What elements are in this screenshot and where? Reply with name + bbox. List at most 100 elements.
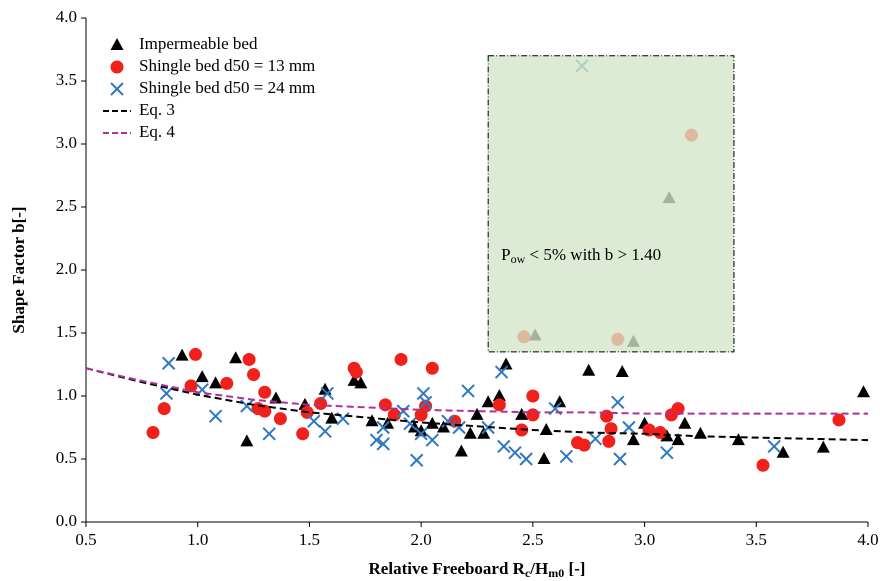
triangle-point [365, 414, 379, 427]
circle-point [425, 361, 439, 375]
legend-label: Impermeable bed [139, 34, 258, 53]
y-axis-label: Shape Factor b[-] [9, 206, 28, 333]
circle-point [604, 422, 618, 436]
y-tick-label: 0.0 [56, 511, 77, 530]
cross-point [307, 414, 321, 428]
cross-point [396, 404, 410, 418]
cross-point [611, 395, 625, 410]
cross-point [767, 439, 781, 454]
triangle-point [354, 376, 368, 389]
cross-point [613, 452, 627, 466]
triangle-point [537, 452, 551, 464]
cross-point [320, 386, 335, 401]
equation-line [85, 367, 869, 442]
triangle-point [229, 351, 243, 364]
cross-point [494, 365, 509, 379]
triangle-point [240, 434, 254, 447]
y-tick-label: 3.0 [56, 133, 77, 152]
cross-point [369, 433, 384, 447]
circle-point [296, 427, 310, 441]
triangle-point [671, 433, 685, 446]
cross-point [622, 420, 636, 435]
circle-point [756, 458, 770, 472]
x-tick-label: 2.5 [522, 530, 543, 549]
triangle-point [318, 382, 332, 395]
circle-point [492, 398, 506, 412]
triangle-point [175, 348, 189, 361]
circle-point [349, 365, 363, 379]
circle-point [600, 409, 614, 423]
circle-point [146, 426, 160, 440]
x-tick-label: 3.0 [634, 530, 655, 549]
annotation-part: ow [511, 252, 526, 266]
x-label-part: [-] [564, 559, 585, 578]
x-tick-label: 2.0 [411, 530, 432, 549]
circle-point [378, 398, 392, 412]
circle-point [526, 389, 540, 403]
x-label-sub: c [525, 566, 531, 580]
triangle-point [816, 440, 830, 453]
cross-point [409, 453, 424, 467]
circle-point [273, 412, 287, 426]
triangle-point [539, 423, 553, 436]
cross-point [161, 356, 176, 370]
circle-point [671, 402, 685, 416]
y-tick-label: 2.0 [56, 259, 77, 278]
x-label-part: Relative Freeboard R [369, 559, 526, 578]
cross-point [452, 420, 466, 435]
circle-point [242, 352, 256, 366]
triangle-point [678, 416, 692, 429]
cross-point [519, 452, 533, 466]
triangle-point [195, 370, 209, 383]
triangle-point [776, 445, 790, 458]
highlight-box [487, 55, 735, 353]
legend-label: Eq. 3 [139, 100, 175, 119]
legend-label: Eq. 4 [139, 122, 175, 141]
triangle-point [463, 426, 477, 439]
circle-point [157, 402, 171, 416]
y-tick-label: 1.5 [56, 322, 77, 341]
cross-point [208, 409, 223, 423]
cross-point [660, 445, 674, 460]
triangle-point [515, 407, 529, 420]
annotation: Pow < 5% with b > 1.40 [501, 245, 661, 266]
circle-point [653, 426, 667, 440]
legend-label: Shingle bed d50 = 24 mm [139, 78, 315, 97]
cross-point [559, 449, 574, 464]
annotation-part: < 5% with b > 1.40 [525, 245, 661, 264]
triangle-point [582, 363, 596, 376]
cross-point [461, 384, 475, 398]
y-tick-label: 1.0 [56, 385, 77, 404]
legend-marker [110, 82, 124, 96]
circle-point [220, 376, 234, 390]
triangle-point [209, 376, 223, 389]
triangle-point [615, 365, 629, 378]
y-tick-label: 2.5 [56, 196, 77, 215]
cross-point [416, 386, 431, 401]
circle-point [188, 347, 202, 361]
circle-point [526, 408, 540, 422]
triangle-point [425, 416, 439, 429]
cross-point [159, 386, 174, 401]
x-tick-label: 4.0 [857, 530, 878, 549]
triangle-point [553, 395, 567, 408]
cross-point [425, 433, 440, 447]
circle-point [602, 434, 616, 448]
cross-point [376, 420, 390, 435]
cross-point [441, 414, 455, 428]
x-tick-label: 0.5 [75, 530, 96, 549]
x-tick-label: 3.5 [746, 530, 767, 549]
y-tick-label: 4.0 [56, 7, 77, 26]
x-tick-label: 1.5 [299, 530, 320, 549]
circle-point [247, 368, 261, 382]
cross-point [376, 437, 390, 451]
circle-point [394, 352, 408, 366]
cross-point [403, 417, 417, 431]
equation-line [85, 367, 868, 415]
cross-point [318, 424, 332, 438]
x-label-sub: m0 [548, 566, 564, 580]
triangle-point [481, 395, 495, 408]
triangle-point [499, 357, 513, 370]
legend-marker [110, 38, 124, 50]
